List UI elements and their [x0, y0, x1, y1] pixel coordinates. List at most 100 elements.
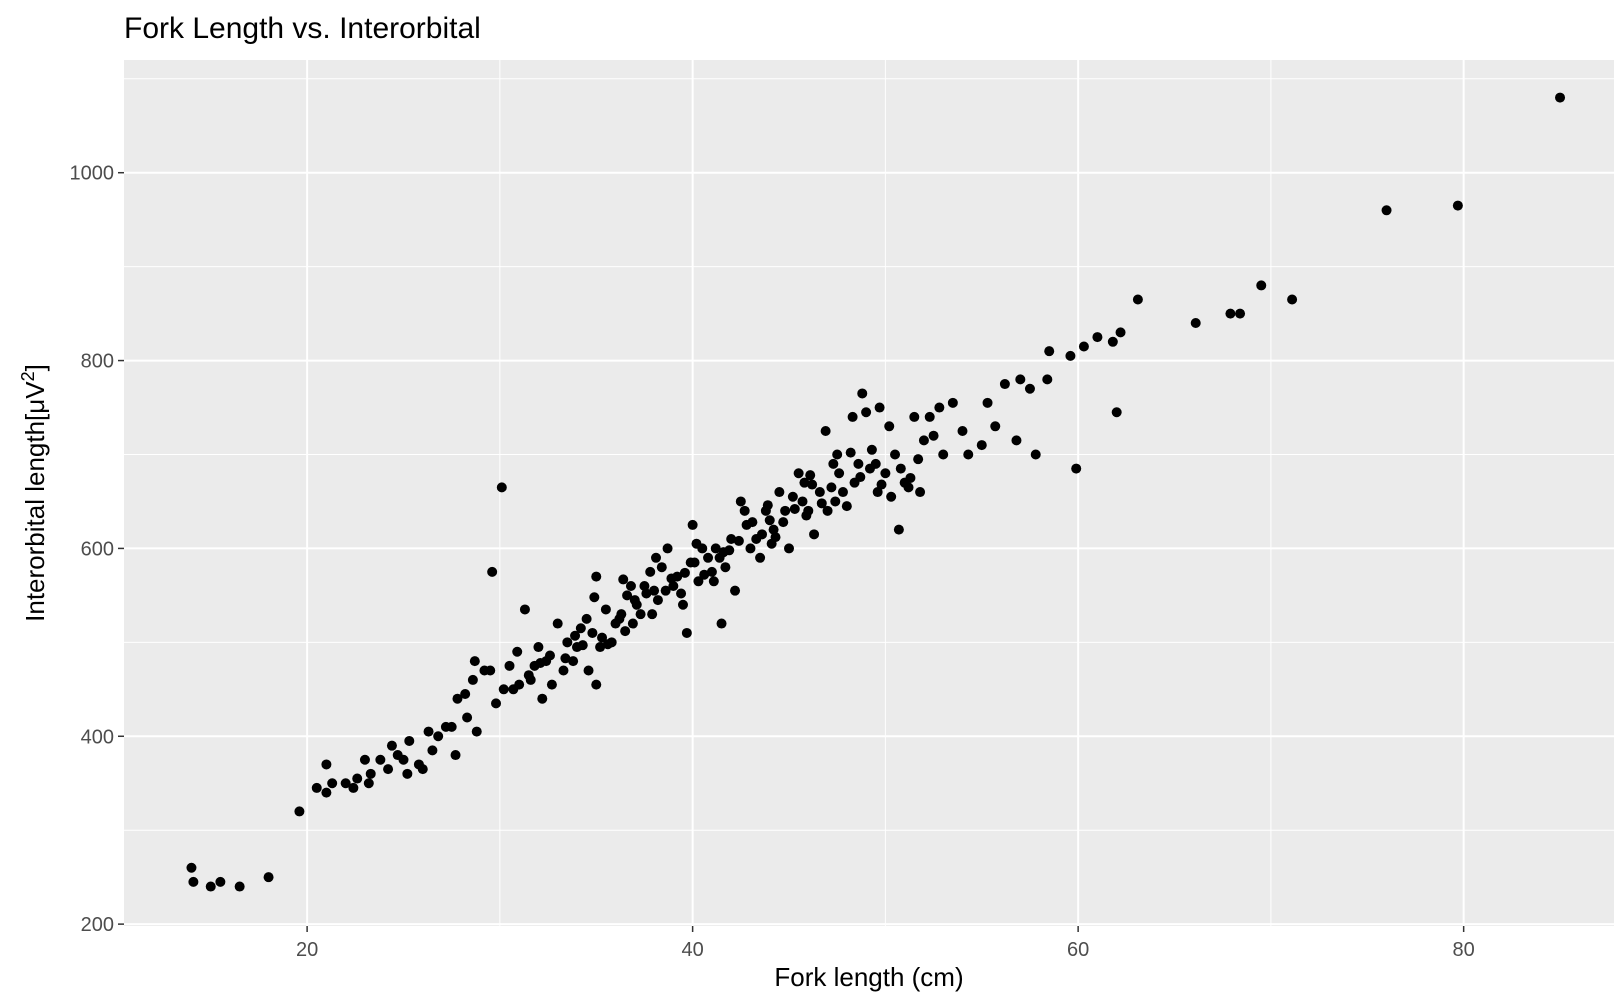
data-point	[651, 552, 662, 563]
grid-minor	[124, 60, 1614, 926]
data-point	[1011, 435, 1022, 446]
data-point	[467, 674, 478, 685]
y-axis-title-unit-sup: 2	[18, 371, 38, 381]
data-point	[849, 477, 860, 488]
y-axis-title-unit-close: ]	[20, 364, 50, 371]
data-point	[913, 454, 924, 465]
data-point	[595, 642, 606, 653]
data-point	[1132, 294, 1143, 305]
data-point	[560, 653, 571, 664]
x-tick-label: 40	[682, 939, 704, 961]
data-point	[710, 543, 721, 554]
data-point	[755, 552, 766, 563]
data-point	[699, 569, 710, 580]
data-point	[311, 782, 322, 793]
data-point	[649, 585, 660, 596]
data-point	[485, 665, 496, 676]
data-point	[799, 477, 810, 488]
data-point	[666, 573, 677, 584]
data-point	[681, 627, 692, 638]
data-point	[570, 630, 581, 641]
data-point	[618, 574, 629, 585]
data-point	[787, 491, 798, 502]
data-point	[764, 515, 775, 526]
data-point	[348, 782, 359, 793]
data-point	[861, 407, 872, 418]
data-point	[757, 529, 768, 540]
data-point	[1030, 449, 1041, 460]
data-point	[716, 618, 727, 629]
data-point	[1381, 205, 1392, 216]
data-point	[591, 571, 602, 582]
data-point	[797, 496, 808, 507]
y-tick-label: 1000	[70, 163, 115, 185]
data-point	[450, 750, 461, 761]
data-point	[620, 626, 631, 637]
y-axis-title-unit-open: [	[20, 413, 50, 421]
data-point	[805, 470, 816, 481]
data-point	[215, 876, 226, 887]
data-point	[446, 721, 457, 732]
data-point	[562, 637, 573, 648]
data-point	[768, 524, 779, 535]
data-point	[963, 449, 974, 460]
plot-panel	[124, 60, 1614, 926]
data-point	[558, 665, 569, 676]
data-point	[589, 592, 600, 603]
data-point	[234, 881, 245, 892]
data-point	[766, 538, 777, 549]
grid-major	[124, 60, 1614, 926]
data-point	[890, 449, 901, 460]
data-point	[820, 426, 831, 437]
data-point	[733, 535, 744, 546]
data-point	[826, 482, 837, 493]
data-point	[853, 458, 864, 469]
x-tick-label: 80	[1453, 939, 1475, 961]
data-point	[693, 576, 704, 587]
data-point	[1024, 383, 1035, 394]
data-point	[816, 498, 827, 509]
data-point	[662, 543, 673, 554]
data-point	[188, 876, 199, 887]
chart-title: Fork Length vs. Interorbital	[124, 12, 481, 45]
y-tick-label: 400	[81, 726, 114, 748]
data-point	[676, 588, 687, 599]
data-point	[685, 557, 696, 568]
data-point	[647, 609, 658, 620]
data-point	[327, 778, 338, 789]
data-point	[774, 487, 785, 498]
data-point	[1065, 350, 1076, 361]
data-point	[687, 519, 698, 530]
data-point	[814, 487, 825, 498]
data-point	[778, 517, 789, 528]
data-point	[801, 510, 812, 521]
data-point	[726, 534, 737, 545]
data-point	[915, 487, 926, 498]
data-point	[359, 754, 370, 765]
data-point	[205, 881, 216, 892]
data-point	[909, 411, 920, 422]
data-point	[739, 505, 750, 516]
y-axis-title-main: Interorbital length	[20, 421, 50, 622]
data-point	[423, 726, 434, 737]
y-tick-label: 800	[81, 351, 114, 373]
data-point	[1115, 327, 1126, 338]
data-point	[568, 656, 579, 667]
data-point	[691, 538, 702, 549]
data-point	[1107, 336, 1118, 347]
data-point	[652, 595, 663, 606]
data-point	[938, 449, 949, 460]
data-point	[1042, 374, 1053, 385]
x-axis: 20 40 60 80	[296, 926, 1475, 961]
y-axis-title-unit-base: μV	[20, 381, 50, 414]
data-point	[762, 500, 773, 511]
data-point	[1078, 341, 1089, 352]
data-point	[708, 576, 719, 587]
data-point	[433, 731, 444, 742]
data-point	[905, 472, 916, 483]
data-point	[537, 693, 548, 704]
data-point	[1225, 308, 1236, 319]
data-point	[780, 505, 791, 516]
data-point	[990, 421, 1001, 432]
data-point	[976, 440, 987, 451]
